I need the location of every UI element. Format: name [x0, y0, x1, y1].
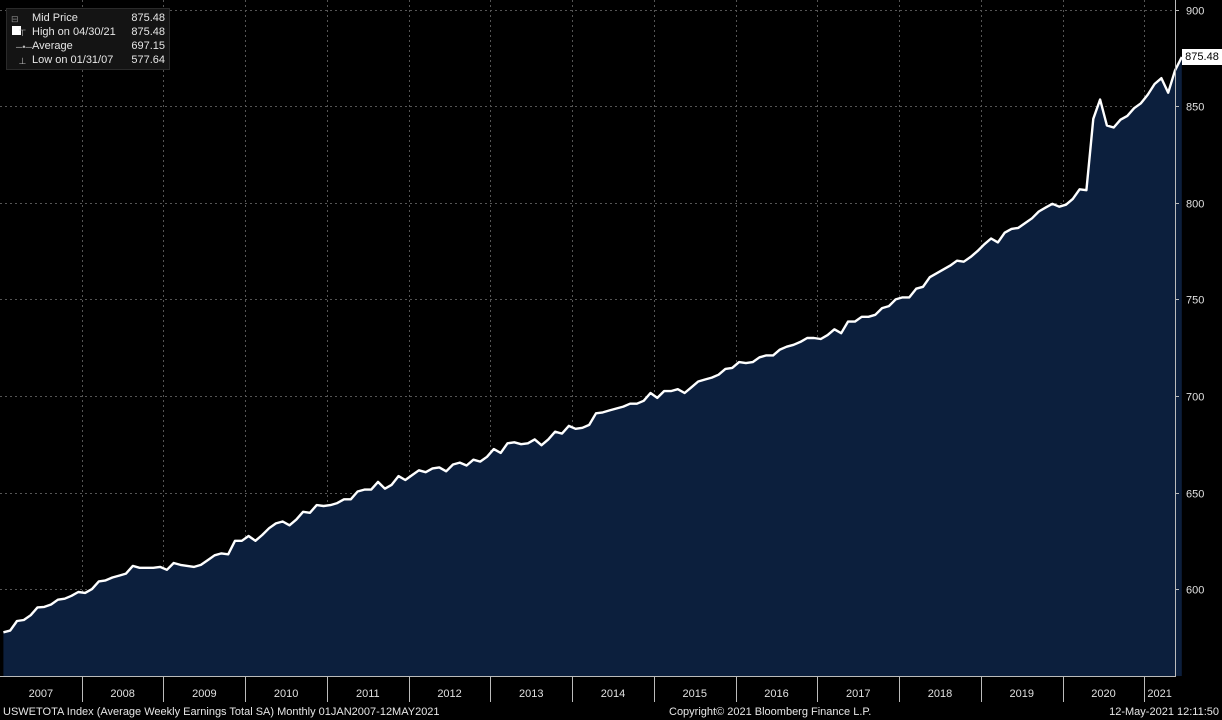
y-tick-label: 900 — [1186, 6, 1204, 18]
x-tick-label: 2012 — [437, 688, 461, 700]
y-tick-label: 650 — [1186, 489, 1204, 501]
legend-value: 577.64 — [131, 54, 165, 66]
x-tick-label: 2013 — [519, 688, 543, 700]
legend-item-average: ─•─ Average 697.15 — [7, 40, 169, 54]
x-tick-label: 2018 — [928, 688, 952, 700]
area-fill — [3, 57, 1182, 676]
x-tick-label: 2019 — [1009, 688, 1033, 700]
x-tick-label: 2017 — [846, 688, 870, 700]
x-tick-label: 2009 — [192, 688, 216, 700]
y-axis-ticks: 600 650 700 750 800 850 900 — [1175, 6, 1204, 597]
legend-item-mid-price: ⊟ Mid Price 875.48 — [7, 12, 169, 35]
y-tick-label: 800 — [1186, 199, 1204, 211]
legend-item-high: ⊤ High on 04/30/21 875.48 — [7, 26, 169, 40]
legend: ⊟ Mid Price 875.48 ⊤ High on 04/30/21 87… — [6, 8, 170, 70]
footer-ticker-description: USWETOTA Index (Average Weekly Earnings … — [3, 706, 440, 718]
average-marker-icon: ─•─ — [11, 42, 32, 52]
square-swatch-icon: ⊟ — [11, 13, 25, 35]
low-marker-icon: ⊥ — [11, 56, 27, 66]
footer-timestamp: 12-May-2021 12:11:50 — [1109, 706, 1219, 718]
chart-footer: USWETOTA Index (Average Weekly Earnings … — [0, 703, 1222, 720]
y-tick-label: 700 — [1186, 392, 1204, 404]
x-tick-label: 2016 — [764, 688, 788, 700]
y-tick-label: 600 — [1186, 585, 1204, 597]
legend-label: Average — [32, 40, 73, 52]
legend-value: 875.48 — [131, 26, 165, 38]
high-marker-icon: ⊤ — [11, 28, 27, 38]
x-tick-label: 2014 — [601, 688, 625, 700]
y-tick-label: 750 — [1186, 295, 1204, 307]
legend-value: 875.48 — [131, 12, 165, 24]
x-tick-label: 2008 — [110, 688, 134, 700]
legend-value: 697.15 — [131, 40, 165, 52]
x-tick-label: 2007 — [29, 688, 53, 700]
x-tick-label: 2021 — [1147, 688, 1171, 700]
series-line-mid-price — [3, 56, 1183, 634]
y-tick-label: 850 — [1186, 102, 1204, 114]
legend-item-low: ⊥ Low on 01/31/07 577.64 — [7, 54, 169, 68]
x-tick-label: 2015 — [683, 688, 707, 700]
x-axis-ticks: 2007 2008 2009 2010 2011 2012 2013 2014 2015 2016… — [29, 676, 1172, 702]
last-value-tag: 875.48 — [1182, 49, 1222, 65]
legend-label: Low on 01/31/07 — [32, 54, 114, 66]
legend-label: High on 04/30/21 — [32, 26, 116, 38]
x-tick-label: 2010 — [274, 688, 298, 700]
x-tick-label: 2020 — [1091, 688, 1115, 700]
legend-label: Mid Price — [32, 12, 78, 24]
x-tick-label: 2011 — [356, 688, 380, 700]
footer-copyright: Copyright© 2021 Bloomberg Finance L.P. — [669, 706, 872, 718]
